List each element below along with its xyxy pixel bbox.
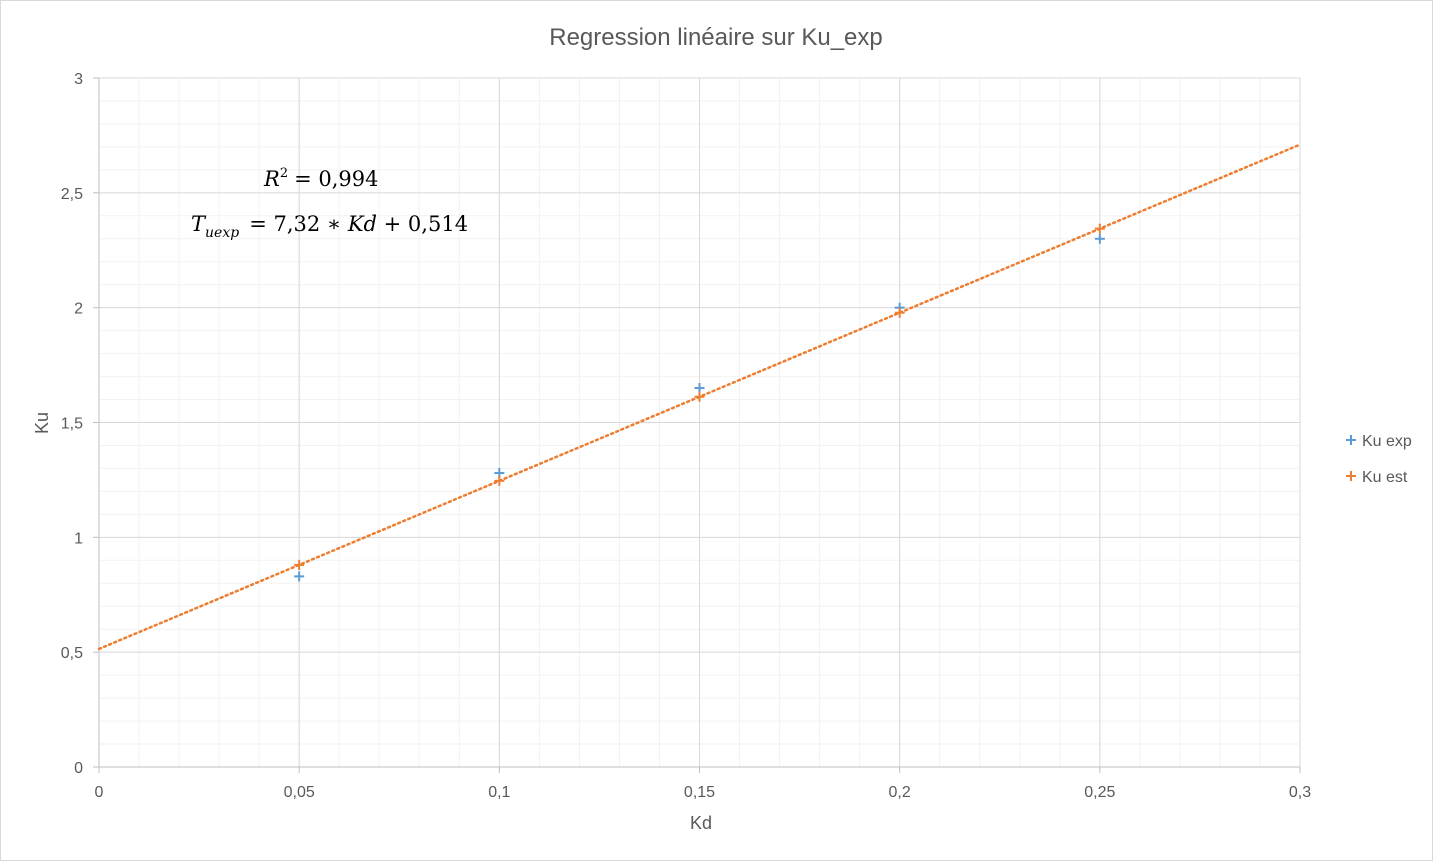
x-tick-label: 0,15 [684,784,715,801]
x-tick-label: 0 [95,784,104,801]
legend: Ku exp Ku est [1346,433,1412,486]
data-points [294,223,1105,582]
ku-exp-point [1094,233,1105,244]
grid [99,77,1301,767]
ku-est-point [694,391,705,402]
eq-rhs-var: Kd [347,212,377,236]
eq-rhs-2: + 0,514 [377,212,468,236]
axes: 0 0,05 0,1 0,15 0,2 0,25 0,3 0 0,5 1 1,5 2 2,5 3 [61,71,1311,801]
x-tick-label: 0,3 [1289,784,1311,801]
y-tick-label: 0,5 [61,645,83,662]
ku-exp-point [694,383,705,394]
r2-lhs-sup: 2 [280,166,288,181]
x-tick-label: 0,05 [284,784,315,801]
x-tick-label: 0,1 [488,784,510,801]
y-tick-label: 0 [74,760,83,777]
ku-exp-legend-marker [1346,435,1356,445]
r2-lhs-base: R [263,167,280,191]
ku-est-legend-label: Ku est [1362,469,1408,486]
ku-est-point [494,475,505,486]
r2-rhs: = 0,994 [294,167,378,191]
y-tick-label: 2,5 [61,186,83,203]
chart-title: Regression linéaire sur Ku_exp [549,24,883,51]
x-tick-label: 0,25 [1084,784,1115,801]
x-axis-title: Kd [690,813,712,833]
y-tick-label: 3 [74,71,83,88]
y-tick-label: 2 [74,301,83,318]
y-axis-title: Ku [32,412,52,434]
r-squared-annotation: R2 = 0,994 [263,166,378,191]
regression-equation-annotation: Tuexp = 7,32 ∗ Kd + 0,514 [191,212,468,241]
ku-est-point [894,307,905,318]
ku-exp-point [294,571,305,582]
x-tick-label: 0,2 [889,784,911,801]
ku-est-point [1094,223,1105,234]
ku-est-point [294,559,305,570]
eq-rhs-1: = 7,32 ∗ [249,212,348,236]
eq-lhs-sub: uexp [205,225,239,241]
y-tick-label: 1,5 [61,416,83,433]
ku-exp-legend-label: Ku exp [1362,433,1412,450]
eq-lhs-base: T [191,212,207,236]
ku-est-legend-marker [1346,471,1356,481]
y-tick-label: 1 [74,530,83,547]
